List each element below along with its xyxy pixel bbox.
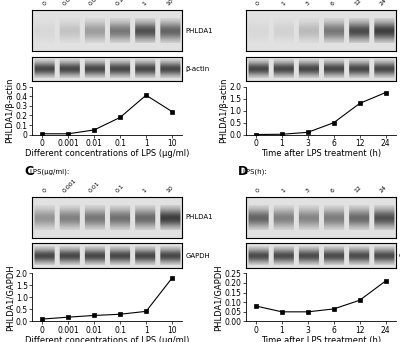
Text: 1: 1 xyxy=(280,1,286,7)
Text: PHLDA1: PHLDA1 xyxy=(186,28,213,34)
Text: β-actin: β-actin xyxy=(186,66,210,72)
Text: GAPDH: GAPDH xyxy=(186,252,210,259)
Text: BMDM: BMDM xyxy=(309,276,333,285)
Text: 0.1: 0.1 xyxy=(114,183,125,194)
Text: 0: 0 xyxy=(41,187,48,194)
Text: LPS(h):: LPS(h): xyxy=(242,168,267,174)
Text: 12: 12 xyxy=(354,0,363,7)
Text: 0.001: 0.001 xyxy=(62,0,78,7)
Text: PHLDA1: PHLDA1 xyxy=(399,28,400,34)
Text: β-actin: β-actin xyxy=(399,66,400,72)
Text: 6: 6 xyxy=(330,1,336,7)
Text: PHLDA1: PHLDA1 xyxy=(186,214,213,220)
Text: 3: 3 xyxy=(305,187,312,194)
Text: 0.001: 0.001 xyxy=(62,178,78,194)
Y-axis label: PHLDA1/β-actin: PHLDA1/β-actin xyxy=(5,78,14,143)
Y-axis label: PHLDA1/GAPDH: PHLDA1/GAPDH xyxy=(5,264,14,331)
X-axis label: Different concentrations of LPS (μg/ml): Different concentrations of LPS (μg/ml) xyxy=(25,336,189,342)
Text: RAW264.7: RAW264.7 xyxy=(301,89,340,98)
Text: C: C xyxy=(24,165,34,178)
Text: 10: 10 xyxy=(165,0,174,7)
Text: 1: 1 xyxy=(280,187,286,194)
Y-axis label: PHLDA1/GAPDH: PHLDA1/GAPDH xyxy=(214,264,223,331)
Text: 0: 0 xyxy=(41,1,48,7)
Y-axis label: PHLDA1/β-actin: PHLDA1/β-actin xyxy=(219,78,228,143)
X-axis label: Time after LPS treatment (h): Time after LPS treatment (h) xyxy=(261,149,381,158)
Text: RAW264.7: RAW264.7 xyxy=(88,89,127,98)
Text: 24: 24 xyxy=(379,185,388,194)
Text: PHLDA1: PHLDA1 xyxy=(399,214,400,220)
Text: 1: 1 xyxy=(142,187,148,194)
Text: 3: 3 xyxy=(305,1,312,7)
Text: BMDM: BMDM xyxy=(95,276,119,285)
Text: 1: 1 xyxy=(142,1,148,7)
Text: 0.01: 0.01 xyxy=(88,0,101,7)
X-axis label: Different concentrations of LPS (μg/ml): Different concentrations of LPS (μg/ml) xyxy=(25,149,189,158)
Text: 10: 10 xyxy=(165,185,174,194)
X-axis label: Time after LPS treatment (h): Time after LPS treatment (h) xyxy=(261,336,381,342)
Text: 0.01: 0.01 xyxy=(88,181,101,194)
Text: 0: 0 xyxy=(255,187,261,194)
Text: LPS(μg/ml):: LPS(μg/ml): xyxy=(29,168,69,174)
Text: GAPDH: GAPDH xyxy=(399,252,400,259)
Text: 12: 12 xyxy=(354,185,363,194)
Text: 0.1: 0.1 xyxy=(114,0,125,7)
Text: 0: 0 xyxy=(255,1,261,7)
Text: 24: 24 xyxy=(379,0,388,7)
Text: D: D xyxy=(238,165,248,178)
Text: 6: 6 xyxy=(330,187,336,194)
